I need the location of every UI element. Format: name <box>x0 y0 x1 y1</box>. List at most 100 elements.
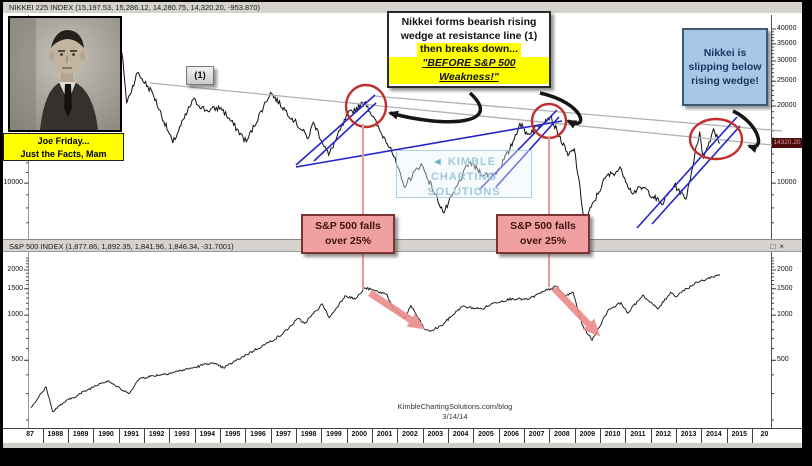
x-axis-label: 2000 <box>351 431 368 438</box>
blue-annotation-box: Nikkei is slipping below rising wedge! <box>682 28 768 106</box>
y-axis-label: 20000 <box>777 102 797 110</box>
x-axis-separator <box>422 429 424 444</box>
x-axis-separator <box>726 429 728 444</box>
x-axis-separator <box>42 429 44 444</box>
y-axis-label: 10000 <box>777 179 797 187</box>
x-axis-separator <box>650 429 652 444</box>
kimble-logo-arrow-icon: ◄ <box>431 156 444 168</box>
frame-bottom <box>0 448 812 466</box>
x-axis-separator <box>371 429 373 444</box>
yellow-box-line4: "BEFORE S&P 500 Weakness!" <box>389 56 549 85</box>
callout-arrows <box>388 91 761 153</box>
site-watermark-url: KimbleChartingSolutions.com/blog <box>397 402 513 411</box>
x-axis-separator <box>675 429 677 444</box>
x-axis-label: 1998 <box>300 431 317 438</box>
photo-caption-line1: Joe Friday... <box>37 136 90 146</box>
yellow-box-line1: Nikkei forms bearish rising <box>401 16 537 28</box>
photo-caption-line2: Just the Facts, Mam <box>20 149 107 160</box>
frame-top <box>0 0 812 2</box>
sp500-pane-title: S&P 500 INDEX (1,877.86, 1,892.35, 1,841… <box>9 242 234 251</box>
blue-box-text: Nikkei is slipping below rising wedge! <box>688 46 762 88</box>
bottom-strip <box>3 443 802 448</box>
nikkei-pane-title: NIKKEI 225 INDEX (15,197.53, 15,286.12, … <box>9 3 261 12</box>
y-axis-label: 1000 <box>7 311 23 319</box>
portrait-graphic <box>10 18 120 130</box>
x-axis-separator <box>498 429 500 444</box>
y-axis-label: 2000 <box>777 265 793 273</box>
x-axis-label: 1992 <box>148 431 165 438</box>
x-axis-label: 1999 <box>326 431 342 438</box>
yellow-annotation-box: Nikkei forms bearish rising wedge at res… <box>387 11 551 88</box>
x-axis-label: 2006 <box>503 431 520 438</box>
x-axis-separator <box>701 429 703 444</box>
x-axis-label: 2010 <box>604 431 621 438</box>
x-axis-label: 2015 <box>731 431 748 438</box>
x-axis-label: 2005 <box>478 431 494 438</box>
x-axis-label: 20 <box>760 431 769 438</box>
y-axis-label: 2000 <box>7 265 23 273</box>
x-axis-label: 2004 <box>452 431 469 438</box>
x-axis-separator <box>625 429 627 444</box>
y-axis-label: 1500 <box>777 284 793 292</box>
pink-annotation-box-2: S&P 500 falls over 25% <box>496 214 590 254</box>
x-axis-separator <box>751 429 753 444</box>
x-axis-separator <box>67 429 69 444</box>
x-axis-label: 2008 <box>554 431 570 438</box>
pink-annotation-box-1: S&P 500 falls over 25% <box>301 214 395 254</box>
y-axis-label: 500 <box>11 356 23 364</box>
y-axis-label: 500 <box>777 356 789 364</box>
kimble-watermark: ◄ KIMBLE CHARTING SOLUTIONS <box>396 150 532 198</box>
photo-caption: Joe Friday... Just the Facts, Mam <box>3 133 124 161</box>
x-axis-label: 1991 <box>123 431 140 438</box>
x-axis-separator <box>143 429 145 444</box>
x-axis-label: 1989 <box>72 431 89 438</box>
kimble-watermark-line1: KIMBLE CHARTING <box>430 156 498 183</box>
x-axis-separator <box>473 429 475 444</box>
joe-friday-photo <box>8 16 122 132</box>
rising-wedge-lines <box>295 94 741 229</box>
x-axis-separator <box>118 429 120 444</box>
kimble-watermark-line2: SOLUTIONS <box>427 185 501 198</box>
x-axis-separator <box>219 429 221 444</box>
sp500-pane-titlebar[interactable]: S&P 500 INDEX (1,877.86, 1,892.35, 1,841… <box>3 239 802 252</box>
x-axis-label: 2007 <box>528 431 545 438</box>
close-window-icon[interactable]: × <box>779 242 788 251</box>
y-axis-label: 30000 <box>777 56 797 64</box>
site-watermark-date: 3/14/14 <box>442 411 468 421</box>
frame-right <box>802 0 812 466</box>
x-axis-label: 1988 <box>47 431 64 438</box>
annotation-line-2007 <box>548 136 550 287</box>
x-axis-separator <box>447 429 449 444</box>
x-axis-label: 2003 <box>427 431 444 438</box>
yellow-box-line2: wedge at resistance line (1) <box>400 29 538 42</box>
x-axis-separator <box>321 429 323 444</box>
annotation-line-2000 <box>362 124 364 290</box>
resistance-line-label: (1) <box>186 66 214 85</box>
x-axis-separator <box>599 429 601 444</box>
x-axis-separator <box>346 429 348 444</box>
sp500-price-line <box>30 274 721 413</box>
x-axis-separator <box>523 429 525 444</box>
pink-box-1-text: S&P 500 falls over 25% <box>315 219 381 247</box>
pink-box-2-text: S&P 500 falls over 25% <box>510 219 576 247</box>
frame-left <box>0 0 3 466</box>
site-watermark: KimbleChartingSolutions.com/blog 3/14/14 <box>395 402 515 422</box>
y-axis-label: 35000 <box>777 39 797 47</box>
x-axis-label: 1993 <box>174 431 190 438</box>
x-axis-label: 1996 <box>250 431 266 438</box>
restore-window-icon[interactable]: □ <box>770 242 780 251</box>
nikkei-pane-titlebar[interactable]: NIKKEI 225 INDEX (15,197.53, 15,286.12, … <box>3 2 802 13</box>
x-axis-separator <box>194 429 196 444</box>
x-axis-label: 2014 <box>706 431 722 438</box>
x-axis-label: 1995 <box>224 431 241 438</box>
y-axis-label: 10000 <box>3 179 23 187</box>
x-axis-label: 1997 <box>275 431 292 438</box>
last-price-badge: 14320.20 <box>772 138 802 148</box>
x-axis-label: 1994 <box>199 431 216 438</box>
x-axis-label: 2009 <box>579 431 596 438</box>
yellow-box-line3: then breaks down... <box>416 43 522 57</box>
x-axis-label: 2013 <box>680 431 697 438</box>
x-axis-separator <box>270 429 272 444</box>
